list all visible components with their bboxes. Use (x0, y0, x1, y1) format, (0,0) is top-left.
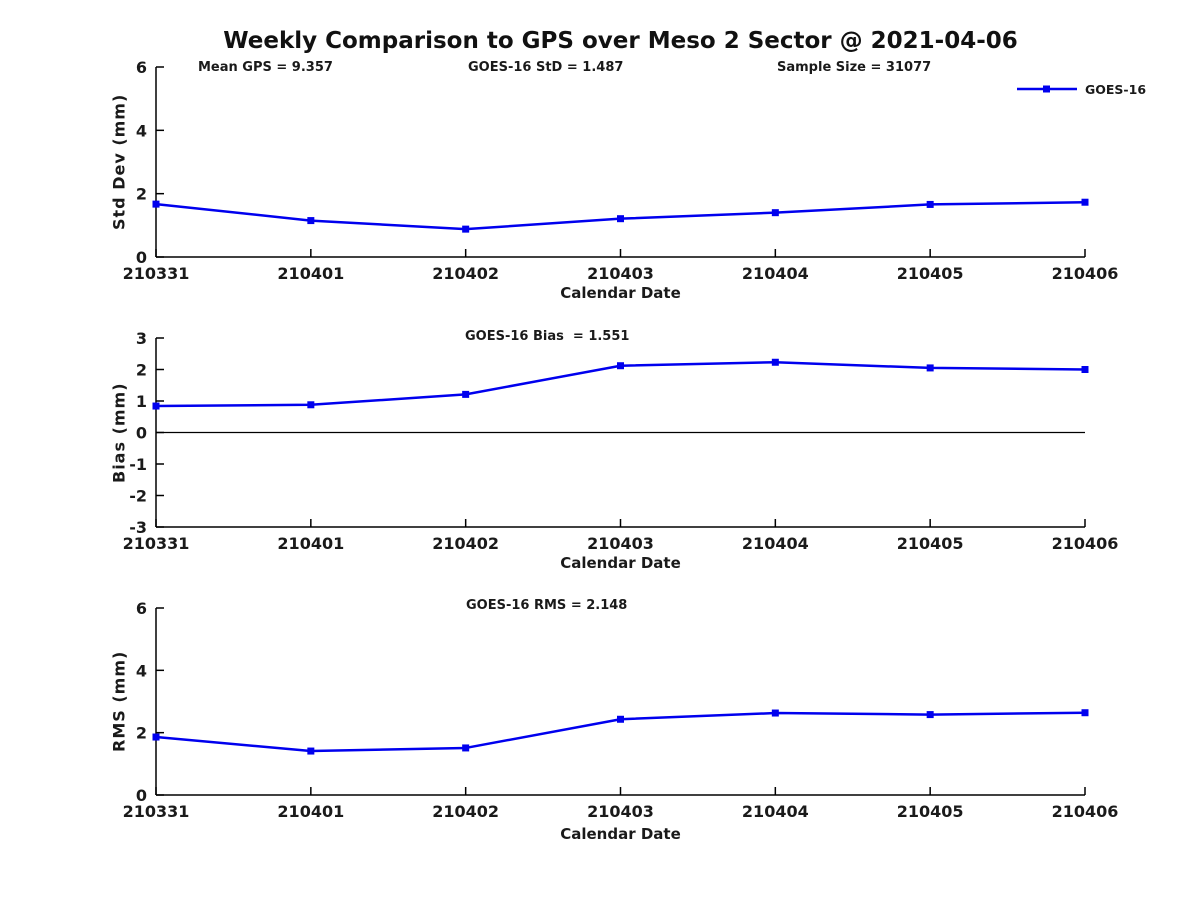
x-tick-label: 210331 (123, 264, 190, 283)
data-point-marker (617, 715, 624, 723)
data-point-marker (1081, 366, 1089, 373)
data-point-marker (926, 200, 934, 208)
y-tick-label: 0 (136, 248, 147, 267)
data-point-marker (462, 744, 470, 752)
x-tick-label: 210406 (1052, 802, 1119, 821)
x-tick-label: 210406 (1052, 534, 1119, 553)
y-tick-label: -1 (129, 455, 147, 474)
legend-label: GOES-16 (1085, 81, 1147, 97)
data-point-marker (771, 358, 779, 366)
data-point-marker (617, 215, 624, 223)
data-point-marker (771, 709, 779, 717)
y-tick-label: 6 (136, 58, 147, 77)
x-tick-label: 210331 (123, 534, 190, 553)
x-tick-label: 210403 (587, 264, 654, 283)
x-tick-label: 210404 (742, 802, 809, 821)
x-tick-label: 210403 (587, 534, 654, 553)
y-tick-label: 2 (136, 185, 147, 204)
x-tick-label: 210404 (742, 534, 809, 553)
subplot-2: 0 2 4 6 210331 210401 210402 210403 210404 210405… (123, 599, 1119, 821)
data-point-marker (307, 747, 315, 755)
legend: GOES-16 (1016, 81, 1146, 97)
y-tick-label: 2 (136, 361, 147, 380)
data-point-marker (771, 209, 779, 217)
y-tick-label: 4 (136, 661, 147, 680)
annotation-mean-gps: Mean GPS = 9.357 (198, 60, 333, 75)
y-tick-label: -3 (129, 518, 147, 537)
data-point-marker (1081, 709, 1089, 717)
data-point-marker (617, 362, 624, 370)
data-point-marker (926, 711, 934, 719)
subplot-1: -3 -2 -1 0 1 2 3 210331 210401 210402 210403 210404… (123, 329, 1119, 553)
x-tick-label: 210401 (277, 802, 344, 821)
x-tick-label: 210331 (123, 802, 190, 821)
y-tick-label: 0 (136, 424, 147, 443)
x-tick-label: 210403 (587, 802, 654, 821)
data-point-marker (152, 402, 160, 410)
xlabel-top: Calendar Date (560, 284, 681, 302)
data-point-marker (307, 401, 315, 409)
x-tick-label: 210402 (432, 802, 499, 821)
data-point-marker (462, 225, 470, 233)
x-tick-label: 210401 (277, 534, 344, 553)
y-tick-label: 6 (136, 599, 147, 618)
x-tick-label: 210402 (432, 264, 499, 283)
legend-line-marker-icon (1017, 85, 1077, 93)
data-point-marker (926, 364, 934, 372)
subplot-0: 0 2 4 6 210331 210401 210402 210403 210404 210405… (123, 58, 1119, 283)
xlabel-middle: Calendar Date (560, 554, 681, 572)
y-tick-label: 3 (136, 329, 147, 348)
x-tick-label: 210404 (742, 264, 809, 283)
annotation-goes16-rms: GOES-16 RMS = 2.148 (466, 598, 628, 613)
chart-title: Weekly Comparison to GPS over Meso 2 Sec… (223, 28, 1018, 54)
y-tick-label: 4 (136, 121, 147, 140)
y-tick-label: 0 (136, 786, 147, 805)
data-point-marker (462, 390, 470, 398)
annotation-goes16-bias: GOES-16 Bias = 1.551 (465, 329, 630, 344)
data-point-marker (307, 217, 315, 225)
x-tick-label: 210405 (897, 264, 964, 283)
annotation-sample-size: Sample Size = 31077 (777, 60, 932, 75)
x-tick-label: 210401 (277, 264, 344, 283)
x-tick-label: 210405 (897, 534, 964, 553)
xlabel-bottom: Calendar Date (560, 825, 681, 843)
data-point-marker (1081, 198, 1089, 206)
y-tick-label: 1 (136, 392, 147, 411)
x-tick-label: 210405 (897, 802, 964, 821)
data-point-marker (152, 200, 160, 208)
x-tick-label: 210402 (432, 534, 499, 553)
annotation-goes16-std: GOES-16 StD = 1.487 (468, 60, 624, 75)
y-tick-label: -2 (129, 487, 147, 506)
x-tick-label: 210406 (1052, 264, 1119, 283)
y-tick-label: 2 (136, 724, 147, 743)
data-point-marker (152, 733, 160, 741)
